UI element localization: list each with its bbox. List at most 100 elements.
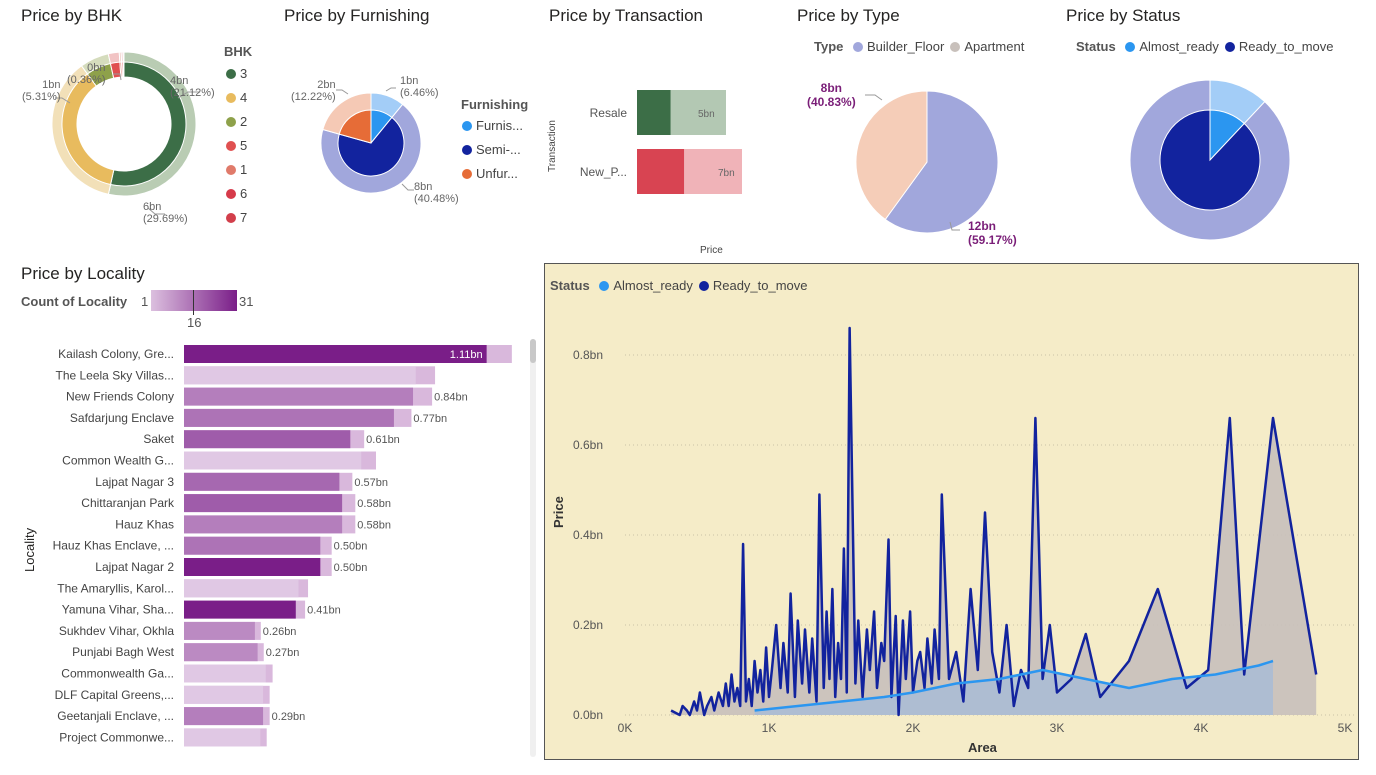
- locality-value-label: 0.58bn: [357, 519, 391, 531]
- locality-title: Price by Locality: [21, 264, 145, 283]
- locality-bar[interactable]: [184, 643, 258, 662]
- transaction-bar[interactable]: [637, 90, 671, 135]
- furn-slice-unfur-[interactable]: [338, 109, 372, 144]
- ready-to-move-line[interactable]: [670, 326, 1318, 717]
- legend-marker: [853, 42, 864, 52]
- locality-value-label: 0.26bn: [263, 626, 297, 638]
- locality-bar[interactable]: [184, 451, 362, 470]
- locality-bar[interactable]: [184, 707, 264, 726]
- area-line-chart: 0.0bn 0.2bn 0.4bn 0.6bn 0.8bn 0K 1K 2K 3K 4K 5K: [573, 326, 1355, 735]
- legend-item[interactable]: 7: [226, 210, 247, 225]
- type-pie-chart: [855, 90, 999, 234]
- bhk-label-pct: (21.12%): [170, 87, 215, 99]
- locality-bar[interactable]: [184, 579, 299, 598]
- area-x-axis-title: Area: [968, 740, 997, 755]
- bhk-label-value: 6bn: [143, 201, 162, 213]
- locality-value-label: 0.84bn: [434, 392, 468, 404]
- legend-marker: [226, 165, 236, 175]
- locality-bar[interactable]: [184, 664, 266, 683]
- legend-marker: [950, 42, 961, 52]
- legend-item[interactable]: Unfur...: [462, 166, 523, 181]
- legend-item[interactable]: Ready_to_move: [698, 278, 808, 293]
- bhk-label-value: 1bn: [42, 79, 61, 91]
- locality-scrollbar-track[interactable]: [530, 339, 536, 757]
- bhk-label-6bn: 6bn (29.69%): [143, 201, 188, 225]
- transaction-bar[interactable]: [637, 149, 685, 194]
- type-legend: Type Builder_Floor Apartment: [814, 39, 1024, 54]
- bhk-label-value: 0bn: [87, 62, 106, 74]
- legend-item[interactable]: 4: [226, 90, 247, 105]
- type-legend-title: Type: [814, 39, 844, 54]
- locality-bar[interactable]: [184, 600, 296, 619]
- type-slice-apartment[interactable]: [855, 90, 928, 221]
- legend-item[interactable]: Apartment: [950, 39, 1024, 54]
- furn-label-2bn: 2bn (12.22%): [291, 79, 336, 103]
- furn-slice-semi-[interactable]: [337, 116, 405, 177]
- locality-bar[interactable]: [184, 494, 343, 513]
- legend-label: 4: [240, 90, 248, 105]
- locality-bar[interactable]: [184, 387, 414, 406]
- transaction-y-axis-title: Transaction: [547, 120, 558, 172]
- locality-bar[interactable]: [184, 430, 351, 449]
- legend-item[interactable]: Almost_ready: [599, 278, 693, 293]
- bhk-title: Price by BHK: [21, 6, 123, 25]
- locality-bar[interactable]: [184, 685, 264, 704]
- count-min: 1: [141, 294, 149, 309]
- legend-marker: [462, 121, 472, 131]
- locality-bar[interactable]: [184, 558, 321, 576]
- legend-item[interactable]: Almost_ready: [1125, 39, 1219, 54]
- legend-marker: [226, 141, 236, 151]
- status-slice-ready-to-move[interactable]: [1159, 109, 1261, 211]
- locality-bar[interactable]: [184, 366, 416, 385]
- locality-category-label: Hauz Khas: [115, 517, 174, 531]
- furn-label-8bn: 8bn (40.48%): [414, 181, 459, 205]
- almost-ready-line[interactable]: [754, 659, 1274, 712]
- legend-item[interactable]: Furnis...: [462, 118, 523, 133]
- bhk-slice-7[interactable]: [122, 61, 125, 78]
- locality-category-label: Sukhdev Vihar, Okhla: [59, 624, 175, 638]
- legend-item[interactable]: Semi-...: [462, 142, 523, 157]
- legend-label: 5: [240, 138, 248, 153]
- bhk-label-value: 4bn: [170, 75, 189, 87]
- legend-label: 2: [240, 114, 248, 129]
- locality-scrollbar-thumb[interactable]: [530, 339, 536, 363]
- y-tick-label: 0.6bn: [573, 438, 603, 452]
- legend-item[interactable]: 6: [226, 186, 247, 201]
- locality-category-label: The Leela Sky Villas...: [55, 368, 174, 382]
- legend-label: Almost_ready: [1139, 39, 1219, 54]
- locality-category-label: Project Commonwe...: [59, 730, 174, 744]
- type-label-pct: (59.17%): [968, 233, 1017, 247]
- locality-count-label: Count of Locality: [21, 294, 128, 309]
- legend-item[interactable]: 3: [226, 66, 247, 81]
- locality-value-label: 0.57bn: [354, 477, 388, 489]
- legend-label: Apartment: [964, 39, 1025, 54]
- locality-value-label: 0.29bn: [272, 711, 306, 723]
- legend-item[interactable]: 2: [226, 114, 247, 129]
- type-label-8bn: 8bn (40.83%): [807, 81, 856, 109]
- x-tick-label: 2K: [906, 721, 921, 735]
- locality-value-label: 0.77bn: [413, 413, 447, 425]
- locality-y-axis-title: Locality: [22, 527, 37, 572]
- transaction-category-label: Resale: [590, 106, 628, 120]
- furnishing-legend: Furnis... Semi-... Unfur...: [462, 118, 523, 190]
- locality-bar[interactable]: [184, 728, 261, 747]
- transaction-bar-highlight[interactable]: [684, 149, 742, 194]
- y-tick-label: 0.0bn: [573, 708, 603, 722]
- locality-bar[interactable]: [184, 408, 394, 427]
- legend-item[interactable]: 1: [226, 162, 247, 177]
- legend-item[interactable]: Ready_to_move: [1224, 39, 1334, 54]
- type-leader-lines: [865, 94, 960, 231]
- locality-value-label: 0.61bn: [366, 434, 400, 446]
- locality-bar[interactable]: [184, 621, 255, 640]
- transaction-bar-chart: Resale 5bn New_P... 7bn: [580, 90, 742, 194]
- locality-bar[interactable]: [184, 536, 321, 555]
- legend-marker: [226, 213, 236, 223]
- locality-bar[interactable]: [184, 472, 340, 491]
- legend-item[interactable]: Builder_Floor: [853, 39, 944, 54]
- transaction-bar-highlight[interactable]: [670, 90, 726, 135]
- legend-item[interactable]: 5: [226, 138, 247, 153]
- locality-bar[interactable]: [184, 515, 343, 534]
- locality-bar[interactable]: [184, 345, 487, 363]
- legend-label: Semi-...: [476, 142, 521, 157]
- type-slice-builder-floor[interactable]: [884, 90, 999, 234]
